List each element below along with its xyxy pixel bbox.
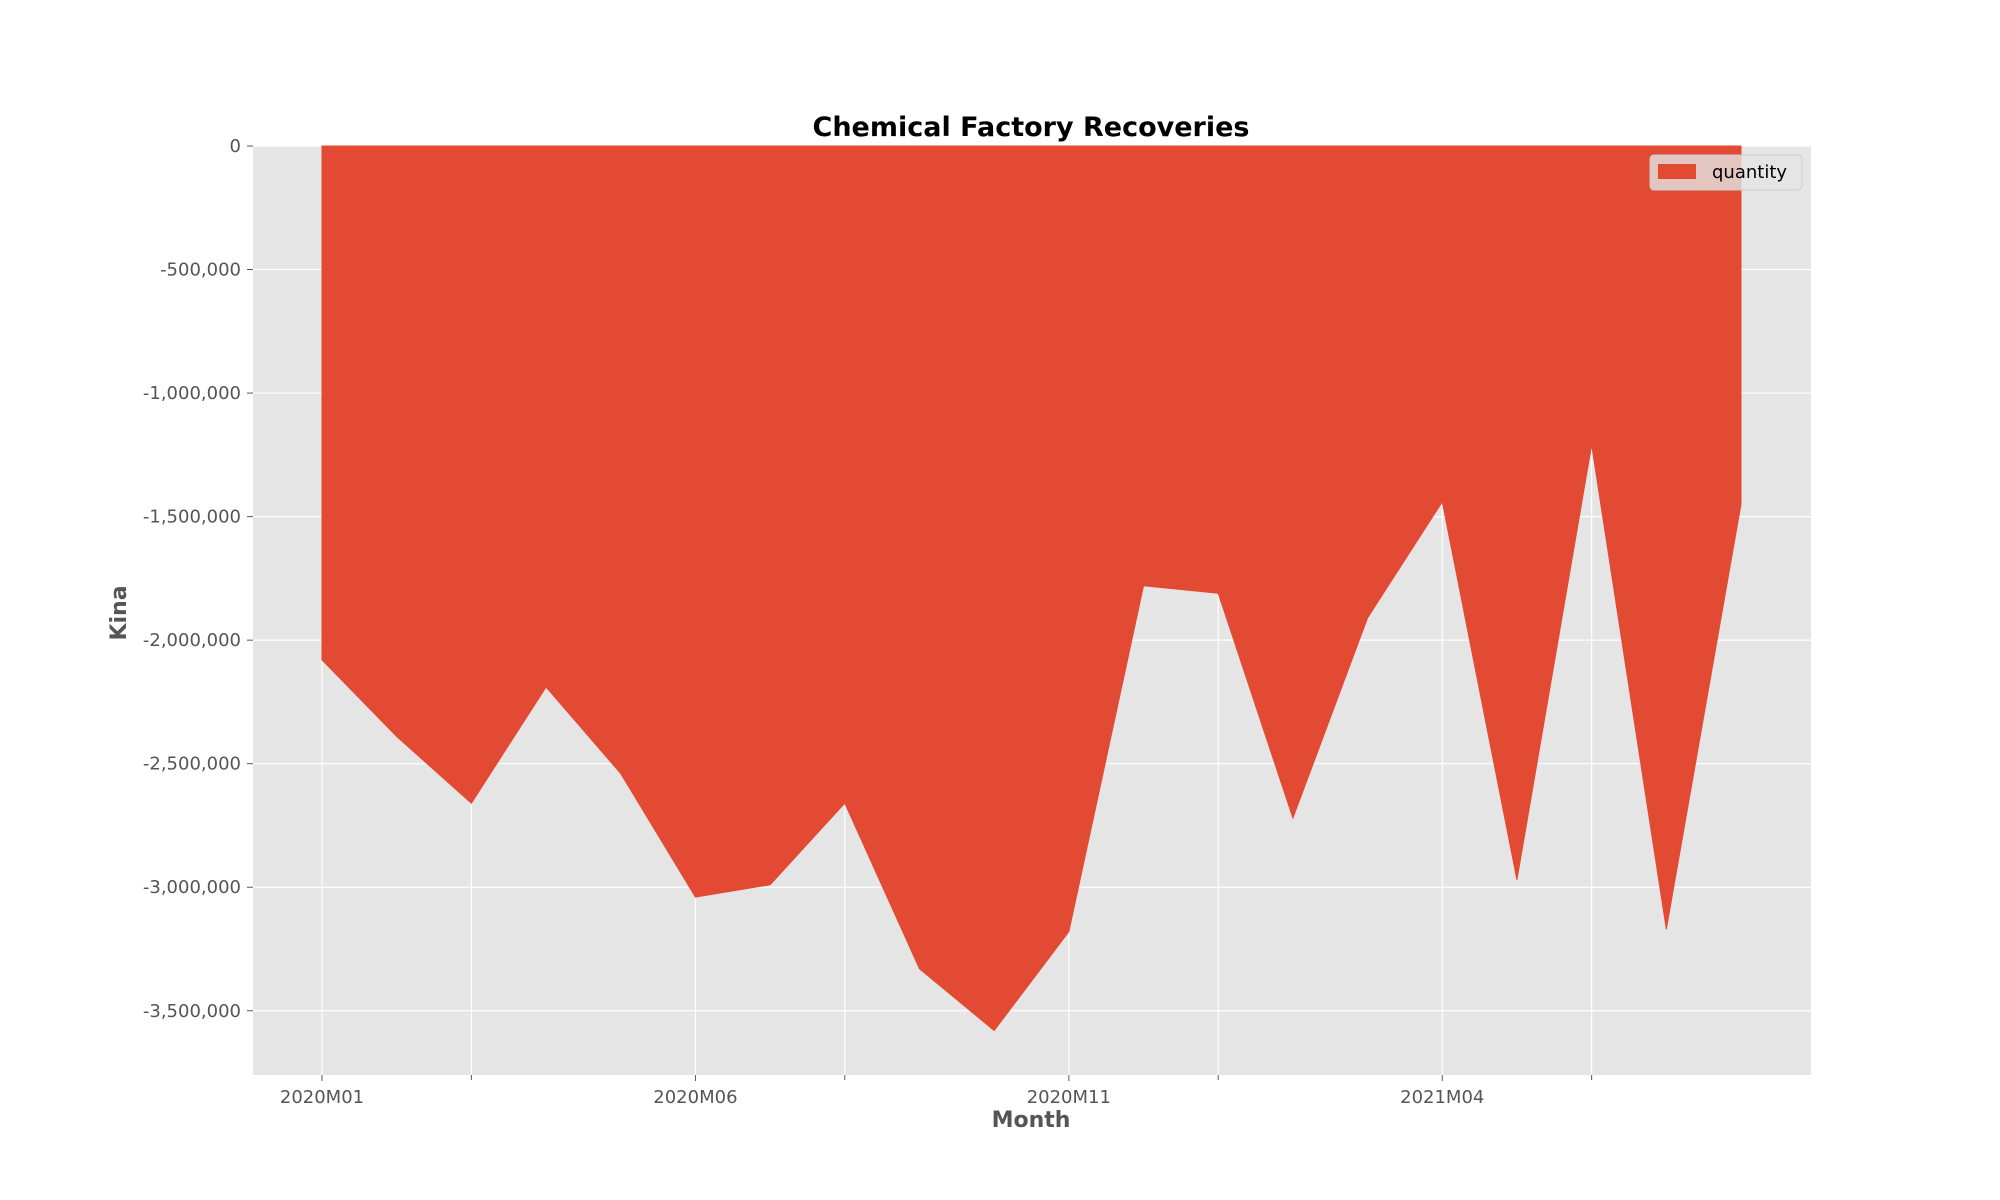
y-tick-label: -1,500,000 xyxy=(143,507,241,528)
series-layer xyxy=(321,145,1742,1032)
y-tick-label: -3,000,000 xyxy=(143,877,241,898)
y-tick-label: -1,000,000 xyxy=(143,383,241,404)
x-tick-label: 2020M01 xyxy=(280,1087,364,1108)
chart-title: Chemical Factory Recoveries xyxy=(813,112,1250,143)
y-tick-label: 0 xyxy=(230,136,241,157)
x-tick-label: 2021M04 xyxy=(1400,1087,1484,1108)
y-axis-ticks: 0 -500,000 -1,000,000 -1,500,000 -2,000,000 -… xyxy=(143,136,253,1022)
x-tick-label: 2020M11 xyxy=(1027,1087,1111,1108)
x-tick-label: 2020M06 xyxy=(653,1087,737,1108)
legend-swatch-quantity xyxy=(1658,164,1696,179)
x-axis-label: Month xyxy=(992,1108,1071,1133)
legend-frame xyxy=(1649,154,1803,191)
y-tick-label: -500,000 xyxy=(160,260,241,281)
legend: quantity xyxy=(1649,154,1803,191)
y-axis-label: Kina xyxy=(107,585,132,640)
y-tick-label: -2,500,000 xyxy=(143,754,241,775)
y-tick-label: -3,500,000 xyxy=(143,1001,241,1022)
legend-label-quantity: quantity xyxy=(1712,162,1787,183)
x-axis-ticks: 2020M01 2020M06 2020M11 2021M04 xyxy=(280,1075,1593,1108)
y-tick-label: -2,000,000 xyxy=(143,630,241,651)
